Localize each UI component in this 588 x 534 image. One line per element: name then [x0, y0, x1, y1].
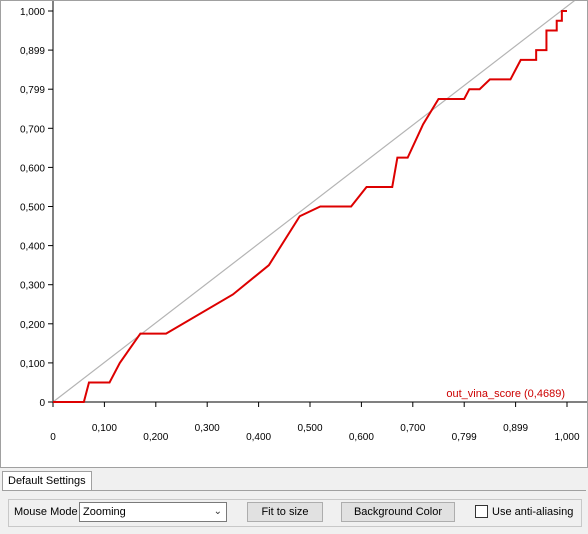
y-tick-label: 0,799: [20, 85, 45, 96]
x-tick-label: 0,600: [349, 432, 374, 443]
fit-to-size-button[interactable]: Fit to size: [247, 502, 323, 522]
anti-aliasing-checkbox[interactable]: [475, 505, 488, 518]
y-tick-label: 0,400: [20, 242, 45, 253]
y-tick-label: 0,700: [20, 124, 45, 135]
reference-diagonal-line: [52, 1, 575, 403]
axes: [52, 1, 587, 403]
mouse-mode-label: Mouse Mode: [14, 506, 78, 518]
plot-area[interactable]: 0 0,100 0,200 0,300 0,400 0,500 0,600 0,700 0,79…: [0, 0, 588, 468]
x-tick-label: 0,400: [246, 432, 271, 443]
y-tick-label: 0,200: [20, 320, 45, 331]
y-tick-label: 0,100: [20, 359, 45, 370]
x-tick-label: 0,300: [195, 423, 220, 434]
x-tick-label: 1,000: [554, 432, 579, 443]
y-tick-label: 0,600: [20, 163, 45, 174]
x-tick-label: 0,200: [143, 432, 168, 443]
y-tick-label: 0,500: [20, 203, 45, 214]
y-tick-label: 1,000: [20, 7, 45, 18]
x-tick-label: 0: [50, 432, 56, 443]
x-tick-label: 0,500: [297, 423, 322, 434]
x-tick-label: 0,799: [452, 432, 477, 443]
x-tick-label: 0,700: [400, 423, 425, 434]
x-tick-label: 0,899: [503, 423, 528, 434]
tab-default-settings[interactable]: Default Settings: [2, 471, 92, 491]
y-tick-label: 0,899: [20, 46, 45, 57]
chevron-down-icon: ⌄: [213, 506, 222, 517]
mouse-mode-value: Zooming: [83, 506, 126, 518]
settings-panel: Mouse Mode Zooming ⌄ Fit to size Backgro…: [2, 490, 586, 533]
background-color-button[interactable]: Background Color: [341, 502, 455, 522]
y-tick-label: 0,300: [20, 281, 45, 292]
tab-bar: Default Settings: [0, 469, 588, 491]
series-line: [53, 10, 567, 403]
anti-aliasing-label: Use anti-aliasing: [492, 506, 574, 518]
x-tick-label: 0,100: [92, 423, 117, 434]
ticks: 0 0,100 0,200 0,300 0,400 0,500 0,600 0,700 0,79…: [20, 7, 580, 443]
settings-group: Mouse Mode Zooming ⌄ Fit to size Backgro…: [8, 499, 582, 527]
mouse-mode-dropdown[interactable]: Zooming ⌄: [79, 502, 227, 522]
y-tick-label: 0: [39, 398, 45, 409]
legend-entry: out_vina_score (0,4689): [446, 388, 565, 400]
roc-chart: 0 0,100 0,200 0,300 0,400 0,500 0,600 0,700 0,79…: [20, 1, 587, 443]
